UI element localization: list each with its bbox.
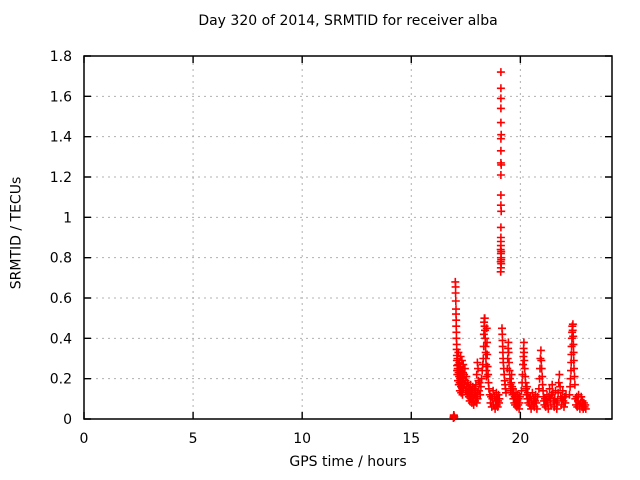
y-tick-label: 0.4 [50, 331, 72, 347]
y-tick-label: 0.2 [50, 372, 72, 388]
x-axis-label: GPS time / hours [289, 454, 407, 470]
y-tick-label: 0 [63, 412, 72, 428]
y-tick-label: 1.8 [50, 49, 72, 65]
x-tick-labels: 0 5 10 15 20 [80, 431, 530, 447]
y-tick-label: 1.6 [50, 89, 72, 105]
y-tick-labels: 0 0.2 0.4 0.6 0.8 1 1.2 1.4 1.6 1.8 [50, 49, 72, 428]
x-tick-label: 10 [293, 431, 311, 447]
data-points-series [449, 68, 590, 422]
y-tick-label: 0.6 [50, 291, 72, 307]
plot-border [83, 55, 613, 420]
y-tick-label: 1.4 [50, 130, 72, 146]
x-tick-label: 0 [80, 431, 89, 447]
y-tick-label: 1 [63, 210, 72, 226]
x-tick-label: 15 [402, 431, 420, 447]
axis-ticks [83, 55, 612, 420]
y-tick-label: 1.2 [50, 170, 72, 186]
x-tick-label: 5 [189, 431, 198, 447]
y-tick-label: 0.8 [50, 251, 72, 267]
x-tick-label: 20 [511, 431, 529, 447]
grid-lines [84, 56, 612, 419]
chart-title: Day 320 of 2014, SRMTID for receiver alb… [198, 13, 498, 29]
